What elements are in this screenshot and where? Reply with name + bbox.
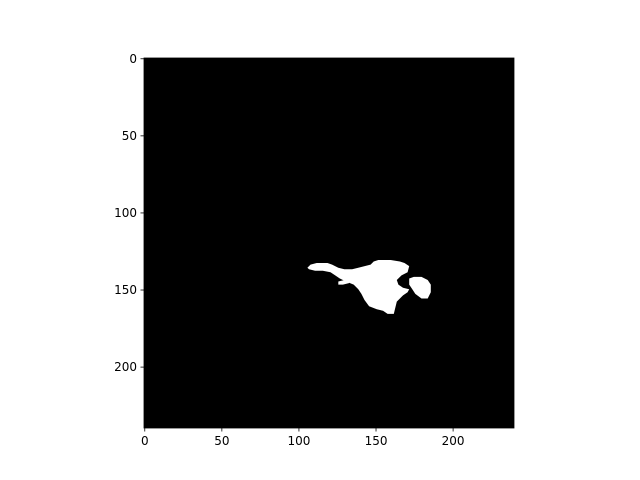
x-tick-label: 150 <box>365 434 388 448</box>
mask-region-main-blob <box>307 260 410 314</box>
mask-region-right-blob <box>409 276 431 299</box>
x-axis: 0 50 100 150 200 <box>141 428 465 448</box>
x-tick-label: 200 <box>442 434 465 448</box>
mask-region-left-fragment <box>338 280 351 285</box>
y-tick-label: 150 <box>114 283 137 297</box>
y-tick-label: 200 <box>114 360 137 374</box>
x-tick-label: 50 <box>214 434 229 448</box>
y-axis: 0 50 100 150 200 <box>114 52 144 374</box>
y-tick-label: 100 <box>114 206 137 220</box>
x-tick-label: 0 <box>141 434 149 448</box>
y-tick-label: 50 <box>122 129 137 143</box>
image-background <box>144 58 514 428</box>
axes-frame <box>143 57 515 429</box>
y-tick-label: 0 <box>129 52 137 66</box>
x-tick-label: 100 <box>287 434 310 448</box>
image-area <box>143 57 515 429</box>
